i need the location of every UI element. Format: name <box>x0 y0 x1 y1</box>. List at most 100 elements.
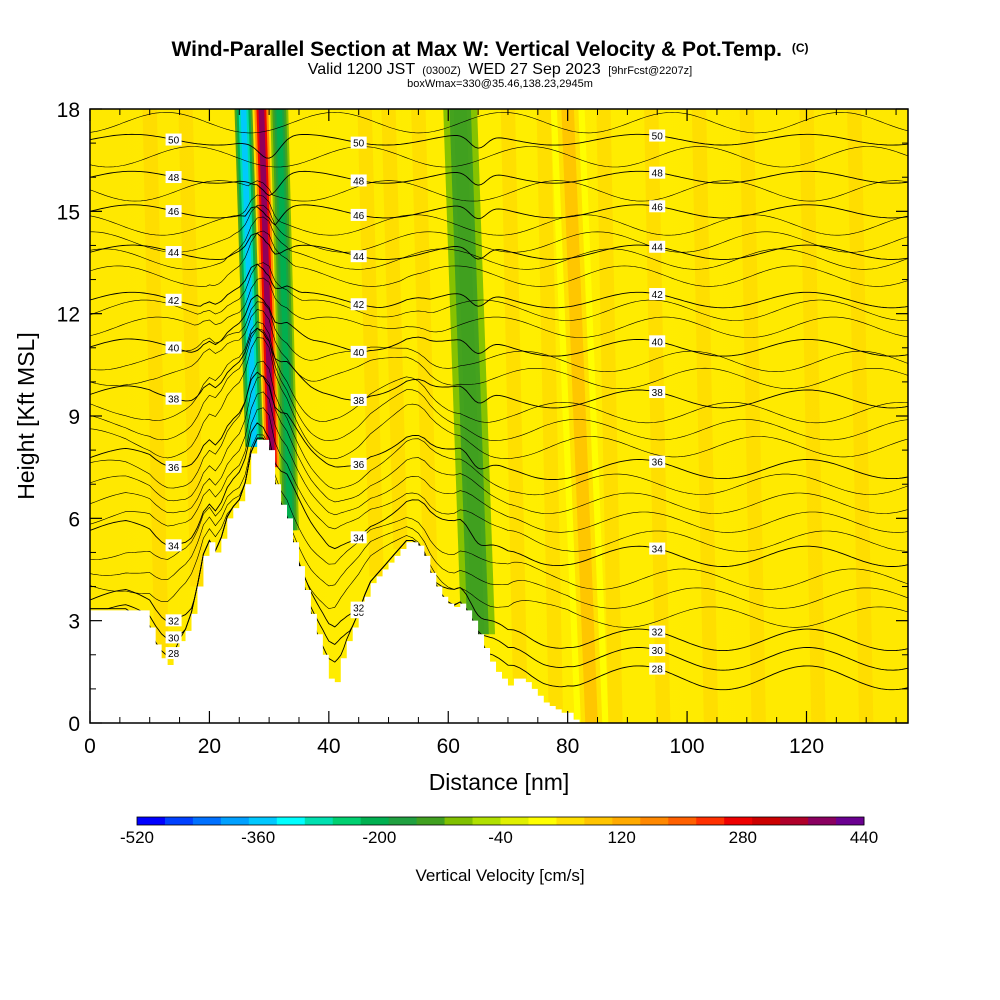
theta-contour-line <box>90 301 908 373</box>
contour-label-bg <box>649 288 666 301</box>
contour-label-group: 40 <box>649 335 666 348</box>
contour-label-bg <box>649 625 666 638</box>
velocity-band <box>561 109 598 723</box>
contour-label-group: 34 <box>165 539 182 552</box>
contour-label-group: 50 <box>649 129 666 143</box>
colorbar-swatch <box>444 817 474 825</box>
colorbar-swatch <box>248 817 278 825</box>
contour-label: 32 <box>652 628 664 639</box>
theta-contour-line <box>90 204 908 253</box>
contour-label-bg <box>165 539 182 552</box>
y-tick-label: 6 <box>68 508 80 531</box>
contour-label-group: 32 <box>649 625 666 639</box>
velocity-band <box>178 109 205 587</box>
contour-label-bg <box>649 644 666 657</box>
theta-contour-line <box>90 328 908 441</box>
contour-label: 36 <box>652 458 664 469</box>
contour-label: 42 <box>353 300 365 311</box>
velocity-band <box>411 109 438 573</box>
contour-label-group: 50 <box>165 133 182 147</box>
colorbar-swatch <box>360 817 390 825</box>
colorbar-swatch <box>668 817 697 825</box>
colorbar-swatch <box>752 817 781 825</box>
contour-label-group: 48 <box>649 166 666 180</box>
x-tick-label: 60 <box>437 735 460 758</box>
x-tick-label: 40 <box>317 735 340 758</box>
contour-label-group: 42 <box>165 293 182 307</box>
contour-label: 38 <box>652 388 664 399</box>
contour-label: 46 <box>168 207 180 218</box>
colorbar-swatch <box>556 817 585 825</box>
theta-contour-line <box>90 434 908 590</box>
x-tick-label: 100 <box>670 735 705 758</box>
contour-label-group: 30 <box>165 631 182 644</box>
colorbar-swatch <box>220 817 250 825</box>
theta-contour-line <box>90 407 908 552</box>
contour-label-group: 38 <box>649 386 666 399</box>
contour-label-group: 34 <box>350 531 367 544</box>
colorbar-swatch <box>724 817 753 825</box>
colorbar-swatch <box>472 817 501 825</box>
contour-label-group: 36 <box>350 457 367 471</box>
contour-label: 34 <box>168 541 180 552</box>
contour-label-bg <box>165 392 182 405</box>
velocity-band <box>847 109 874 723</box>
colorbar-swatch <box>808 817 837 825</box>
velocity-band <box>276 109 293 531</box>
contour-label-bg <box>165 205 182 218</box>
contour-label-bg <box>350 136 367 149</box>
contour-label-group: 38 <box>165 392 182 406</box>
theta-contour-line <box>90 112 908 134</box>
colorbar-tick-label: -520 <box>120 828 154 847</box>
velocity-band <box>357 109 384 577</box>
contour-label-group: 40 <box>350 345 367 359</box>
contour-label-group: 42 <box>350 298 367 311</box>
theta-contour-line <box>90 321 908 424</box>
colorbar-swatch <box>388 817 418 825</box>
contour-label-bg <box>649 662 666 675</box>
colorbar-title: Vertical Velocity [cm/s] <box>415 866 584 885</box>
y-tick-label: 12 <box>57 304 80 327</box>
colorbar-tick-label: -40 <box>488 828 513 847</box>
contour-label-bg <box>649 240 666 253</box>
theta-contour-line <box>90 375 908 514</box>
contour-label-bg <box>165 631 182 644</box>
theta-contour-line <box>90 337 908 459</box>
colorbar-swatch <box>780 817 809 825</box>
terrain <box>90 439 908 723</box>
terrain-profile <box>90 439 908 723</box>
contour-label: 40 <box>353 348 365 359</box>
theta-contour-line <box>90 277 908 338</box>
contour-label-bg <box>165 647 182 660</box>
contour-label: 28 <box>652 665 664 676</box>
velocity-band <box>596 109 623 723</box>
colorbar-swatch <box>304 817 334 825</box>
theta-contour-line <box>90 180 908 202</box>
colorbar-swatch <box>836 817 865 825</box>
colorbar-swatch <box>416 817 446 825</box>
theta-contour-line <box>90 232 908 260</box>
contour-label: 38 <box>353 396 365 407</box>
y-tick-label: 0 <box>68 713 80 736</box>
theta-contour-line <box>90 437 908 628</box>
velocity-band <box>453 109 485 635</box>
contour-label-bg <box>350 208 367 221</box>
contour-label: 34 <box>353 533 365 544</box>
contour-label-group: 34 <box>649 542 666 556</box>
theta-contour-line <box>90 133 908 159</box>
theta-contour-line <box>90 371 908 480</box>
contour-label-group: 36 <box>165 460 182 474</box>
contour-label-bg <box>350 298 367 311</box>
contour-label-group: 44 <box>165 246 182 259</box>
contour-label-group: 38 <box>350 393 367 407</box>
colorbar-swatch <box>500 817 529 825</box>
colorbar-tick-label: -360 <box>241 828 275 847</box>
colorbar-tick-label: 440 <box>850 828 878 847</box>
contour-label-group: 44 <box>649 240 666 254</box>
contour-label-group: 36 <box>649 455 666 469</box>
colorbar-tick-label: -200 <box>362 828 396 847</box>
contour-label: 42 <box>652 290 664 301</box>
colorbar-swatch <box>612 817 641 825</box>
contour-label: 50 <box>168 136 180 147</box>
